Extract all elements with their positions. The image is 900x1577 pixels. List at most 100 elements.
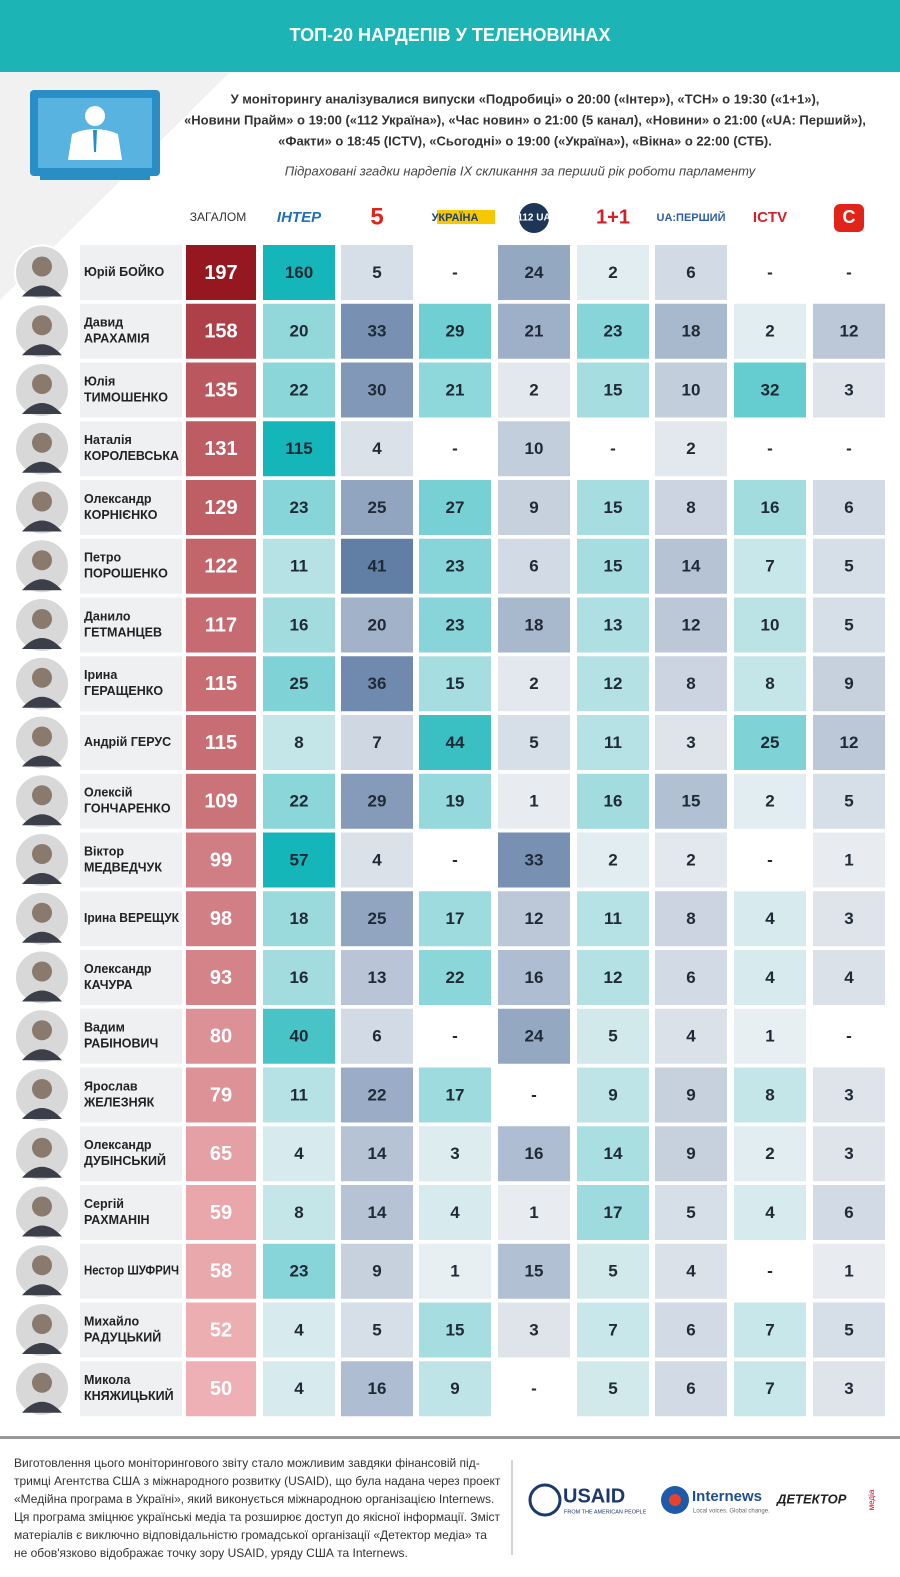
total-value: 99 bbox=[210, 849, 232, 871]
value: 7 bbox=[765, 557, 774, 576]
value: 18 bbox=[290, 909, 309, 928]
value-cell bbox=[655, 245, 727, 300]
value-cell bbox=[498, 1243, 570, 1299]
value: 9 bbox=[529, 498, 538, 517]
total-value: 197 bbox=[204, 262, 237, 284]
photo-body bbox=[22, 638, 62, 649]
channel-logo: УКРАЇНА bbox=[432, 211, 479, 224]
value: 5 bbox=[844, 557, 853, 576]
value: 10 bbox=[682, 380, 701, 399]
value: 2 bbox=[765, 1144, 774, 1163]
value: 4 bbox=[765, 1203, 775, 1222]
value: 5 bbox=[608, 1379, 617, 1398]
value-cell bbox=[263, 1243, 335, 1299]
value: 23 bbox=[290, 498, 309, 517]
value-cell bbox=[813, 480, 885, 535]
photo-body bbox=[22, 1225, 62, 1237]
mp-name: РАХМАНІН bbox=[84, 1213, 150, 1227]
value: 24 bbox=[525, 263, 544, 282]
value-cell bbox=[655, 1243, 727, 1299]
value-cell bbox=[419, 1185, 491, 1240]
value-cell bbox=[813, 421, 885, 477]
value-cell bbox=[577, 1243, 649, 1299]
mp-name: ГЕТМАНЦЕВ bbox=[84, 625, 162, 639]
value: 5 bbox=[372, 263, 381, 282]
value: 3 bbox=[844, 1379, 853, 1398]
name-box bbox=[80, 421, 182, 477]
value-cell bbox=[734, 1126, 806, 1182]
value-cell bbox=[419, 715, 491, 770]
photo-head bbox=[32, 844, 52, 864]
photo-body bbox=[22, 285, 62, 297]
logo-media: медіа bbox=[867, 1489, 876, 1510]
value: 2 bbox=[529, 674, 538, 693]
value: 36 bbox=[368, 674, 387, 693]
photo-head bbox=[32, 1137, 52, 1158]
value: 33 bbox=[368, 322, 387, 341]
logo-internews-tag: Local voices. Global change. bbox=[693, 1509, 770, 1515]
value-cell bbox=[341, 1126, 413, 1182]
value: 15 bbox=[525, 1262, 544, 1281]
value-cell bbox=[577, 303, 649, 359]
total-value: 59 bbox=[210, 1202, 232, 1224]
mp-name: ЖЕЛЕЗНЯК bbox=[83, 1095, 155, 1109]
photo-head bbox=[32, 726, 52, 747]
value: 2 bbox=[608, 263, 617, 282]
value: 2 bbox=[765, 322, 774, 341]
photo-head bbox=[32, 1372, 52, 1393]
mp-name: Михайло bbox=[84, 1314, 139, 1328]
value: 19 bbox=[446, 792, 465, 811]
total-value: 122 bbox=[204, 556, 237, 578]
value-cell bbox=[341, 597, 413, 653]
value: 15 bbox=[446, 674, 465, 693]
total-cell bbox=[186, 891, 256, 947]
value-cell bbox=[341, 421, 413, 477]
total-value: 52 bbox=[210, 1319, 232, 1341]
value-cell bbox=[263, 832, 335, 888]
value-cell bbox=[813, 1243, 885, 1299]
name-box bbox=[80, 891, 182, 947]
name-box bbox=[80, 1243, 182, 1299]
usaid-seal bbox=[528, 1483, 562, 1517]
photo-body bbox=[22, 344, 62, 356]
value: 4 bbox=[450, 1203, 460, 1222]
name-box bbox=[80, 1126, 182, 1182]
total-cell bbox=[186, 1126, 256, 1182]
value-cell bbox=[419, 656, 491, 712]
photo-head bbox=[32, 432, 52, 453]
value: 4 bbox=[294, 1320, 304, 1339]
name-box bbox=[80, 1185, 182, 1240]
value: 5 bbox=[529, 733, 538, 752]
logo-bg bbox=[437, 210, 495, 224]
value-cell bbox=[498, 950, 570, 1005]
photo-head bbox=[32, 785, 52, 806]
value: 8 bbox=[294, 733, 303, 752]
value: 10 bbox=[761, 615, 780, 634]
value: 9 bbox=[686, 1144, 695, 1163]
photo-body bbox=[22, 1401, 62, 1413]
value: 16 bbox=[525, 1144, 544, 1163]
value: 7 bbox=[372, 733, 381, 752]
value: 21 bbox=[525, 322, 544, 341]
value-cell bbox=[341, 480, 413, 535]
value: 25 bbox=[368, 498, 387, 517]
photo-head bbox=[32, 609, 52, 629]
value: 17 bbox=[446, 909, 465, 928]
value: 14 bbox=[604, 1144, 623, 1163]
subtitle: Підраховані згадки нардепів IX скликання… bbox=[285, 163, 757, 178]
value: - bbox=[452, 439, 458, 458]
value-cell bbox=[655, 656, 727, 712]
total-value: 115 bbox=[205, 673, 237, 695]
photo-head bbox=[32, 961, 52, 982]
value-cell bbox=[655, 1361, 727, 1417]
value-cell bbox=[419, 245, 491, 300]
total-value: 65 bbox=[210, 1143, 232, 1165]
photo-body bbox=[22, 403, 62, 414]
total-cell bbox=[186, 421, 256, 477]
value: 18 bbox=[525, 615, 544, 634]
value-cell bbox=[813, 362, 885, 418]
total-cell bbox=[186, 1302, 256, 1358]
value: 7 bbox=[765, 1379, 774, 1398]
value-cell bbox=[263, 303, 335, 359]
